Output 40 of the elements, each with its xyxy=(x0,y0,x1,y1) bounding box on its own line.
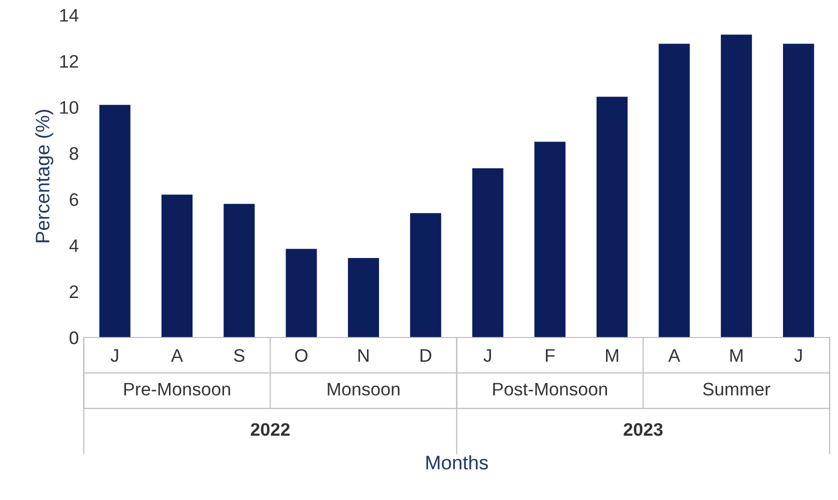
x-tick-label: M xyxy=(730,349,742,362)
bar xyxy=(534,142,566,338)
x-tick-label: J xyxy=(484,349,491,362)
bar xyxy=(658,44,690,338)
bar xyxy=(348,258,380,338)
text: 2023 xyxy=(624,423,663,436)
y-tick-label: 6 xyxy=(70,193,78,206)
y-tick-label: 14 xyxy=(60,9,78,22)
x-tick-label: D xyxy=(420,349,432,362)
bar xyxy=(720,34,752,338)
text: Pre-Monsoon xyxy=(124,382,230,396)
y-tick-label: 2 xyxy=(70,285,78,298)
bar xyxy=(224,204,255,338)
text: Summer xyxy=(703,382,770,396)
y-tick-label: 8 xyxy=(70,147,78,160)
text: Monsoon xyxy=(328,382,400,396)
y-tick-label: 10 xyxy=(60,101,78,114)
bar xyxy=(410,213,442,338)
x-tick-label: A xyxy=(171,349,184,362)
bar xyxy=(286,248,317,338)
x-tick-label: F xyxy=(546,349,555,362)
y-tick-label: 0 xyxy=(70,331,78,344)
bar xyxy=(161,194,193,338)
x-tick-label: J xyxy=(110,349,118,362)
x-tick-label: M xyxy=(606,349,618,362)
x-tick-label: N xyxy=(358,349,369,362)
x-tick-label: J xyxy=(794,349,802,362)
x-axis-title: Months xyxy=(426,455,488,470)
text: 2022 xyxy=(250,423,290,436)
text: Post-Monsoon xyxy=(493,382,607,396)
x-tick-label: A xyxy=(668,349,680,362)
y-axis-title: Percentage (%) xyxy=(35,110,54,242)
y-tick-label: 12 xyxy=(60,55,78,68)
x-tick-label: O xyxy=(295,349,308,362)
x-tick-label: S xyxy=(234,349,244,362)
bar xyxy=(99,104,130,338)
bar xyxy=(596,96,628,338)
bar xyxy=(472,168,504,338)
bar xyxy=(783,44,814,338)
y-tick-label: 4 xyxy=(69,239,78,252)
